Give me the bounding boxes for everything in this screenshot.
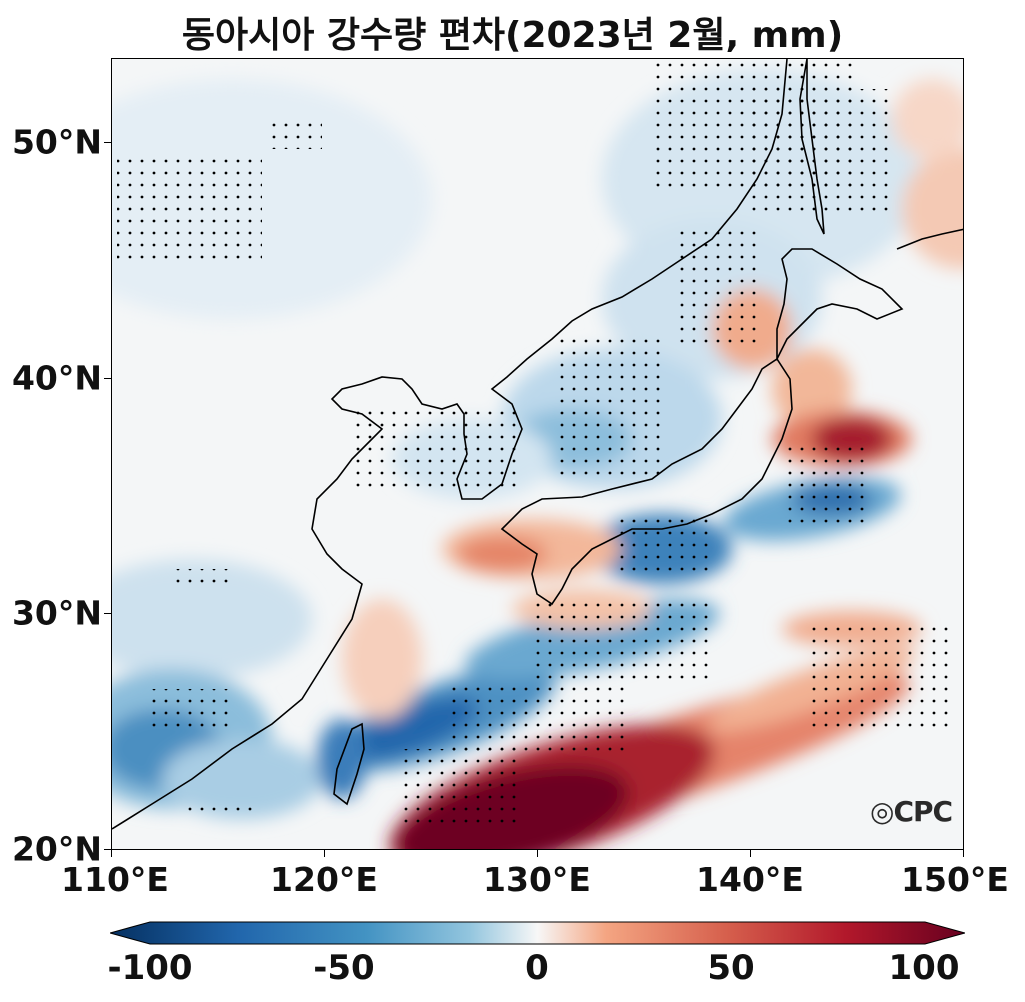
y-tick-label: 40°N: [11, 358, 102, 398]
colorbar: [108, 920, 967, 946]
colorbar-tick-label: 100: [888, 948, 960, 988]
x-tick-label: 120°E: [270, 860, 378, 899]
x-tick-label: 130°E: [483, 860, 591, 899]
logo-mark-icon: ◎: [870, 795, 894, 828]
colorbar-tick-label: -100: [107, 948, 193, 988]
logo-text: CPC: [893, 795, 953, 828]
x-tick-label: 110°E: [61, 860, 169, 899]
cpc-logo: ◎CPC: [870, 795, 953, 828]
map-title: 동아시아 강수량 편차(2023년 2월, mm): [181, 15, 844, 56]
y-tick-label: 30°N: [11, 593, 102, 633]
significance-stippling: [117, 59, 952, 829]
colorbar-tick-label: -50: [313, 948, 375, 988]
colorbar-tick-label: 0: [525, 948, 549, 988]
x-tick-label: 140°E: [696, 860, 804, 899]
y-tick-label: 20°N: [11, 829, 102, 869]
y-tick-mark: [104, 849, 111, 850]
colorbar-tick-label: 50: [707, 948, 755, 988]
y-tick-mark: [104, 613, 111, 614]
y-tick-mark: [104, 142, 111, 143]
y-tick-label: 50°N: [11, 122, 102, 162]
precipitation-anomaly-map: [111, 58, 964, 850]
y-tick-mark: [104, 378, 111, 379]
x-tick-mark: [324, 850, 325, 857]
x-tick-mark: [111, 850, 112, 857]
x-tick-mark: [750, 850, 751, 857]
x-tick-label: 150°E: [901, 860, 1009, 899]
x-tick-mark: [963, 850, 964, 857]
x-tick-mark: [537, 850, 538, 857]
